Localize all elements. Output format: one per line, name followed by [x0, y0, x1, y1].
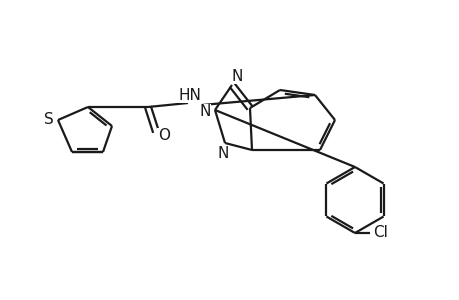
- Text: HN: HN: [178, 88, 201, 103]
- Text: N: N: [199, 104, 210, 119]
- Text: S: S: [44, 112, 54, 128]
- Text: N: N: [217, 146, 228, 160]
- Text: O: O: [157, 128, 170, 143]
- Text: N: N: [231, 68, 242, 83]
- Text: Cl: Cl: [373, 226, 387, 241]
